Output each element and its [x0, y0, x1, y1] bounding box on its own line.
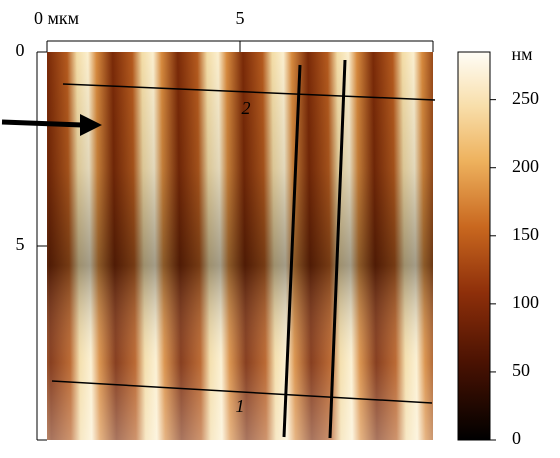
- colorbar-tick-label: 200: [512, 156, 539, 176]
- colorbar-tick-label: 150: [512, 224, 539, 244]
- image-shade: [47, 52, 433, 440]
- colorbar-tick-label: 250: [512, 88, 539, 108]
- colorbar-tick-label: 0: [512, 428, 521, 448]
- y-tick-label: 5: [16, 234, 25, 254]
- arrow: [1, 119, 83, 128]
- annotation: 1: [236, 396, 245, 416]
- x-tick-label: 0 мкм: [34, 8, 79, 28]
- arrow-head: [80, 114, 102, 136]
- boundary-line: [328, 59, 347, 439]
- profile-line: [62, 83, 436, 101]
- colorbar: [457, 51, 491, 441]
- x-tick-label: 5: [236, 8, 245, 28]
- colorbar-tick-label: 50: [512, 360, 530, 380]
- boundary-line: [282, 64, 302, 438]
- profile-line: [51, 380, 433, 404]
- y-tick-label: 0: [16, 40, 25, 60]
- colorbar-tick-label: 100: [512, 292, 539, 312]
- colorbar-label: нм: [511, 44, 532, 64]
- annotation: 2: [242, 98, 251, 118]
